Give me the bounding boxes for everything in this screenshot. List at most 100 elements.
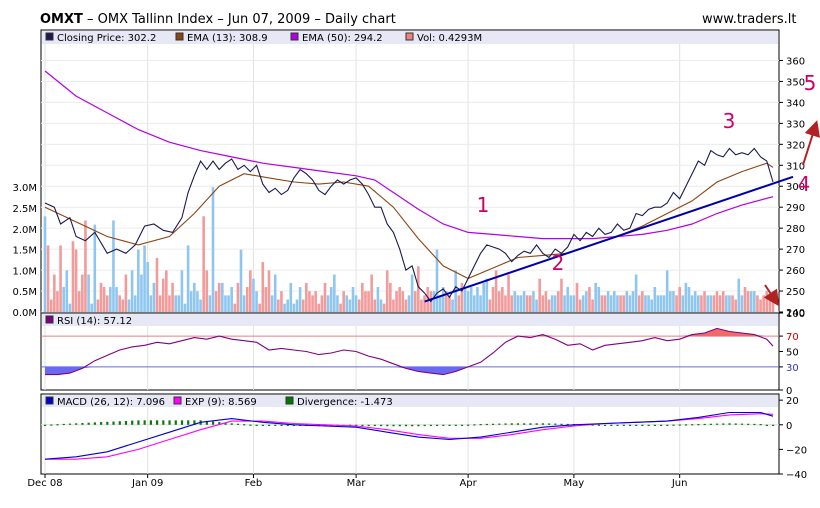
volume-bar xyxy=(158,295,162,312)
volume-bar xyxy=(473,295,476,312)
price-legend-label: EMA (13): 308.9 xyxy=(187,33,268,44)
macd-legend-bar xyxy=(42,395,778,407)
volume-bar xyxy=(56,291,59,312)
volume-bar xyxy=(743,287,747,312)
volume-bar xyxy=(659,295,663,312)
volume-bar xyxy=(65,270,69,312)
divergence-bar xyxy=(541,423,544,425)
macd-legend-label: Divergence: -1.473 xyxy=(297,397,393,408)
volume-y-tick-label: 2.5M xyxy=(12,204,37,215)
volume-bar xyxy=(731,295,734,312)
volume-bar xyxy=(578,299,582,312)
legend-swatch xyxy=(285,396,294,405)
price-y-tick-label: 320 xyxy=(786,140,805,151)
volume-bar xyxy=(124,274,128,312)
divergence-bar xyxy=(292,424,296,426)
divergence-bar xyxy=(361,424,364,426)
volume-bar xyxy=(62,287,65,312)
divergence-bar xyxy=(504,423,507,425)
volume-bar xyxy=(591,299,594,312)
volume-bar xyxy=(662,295,666,312)
volume-bar xyxy=(239,249,243,312)
volume-bar xyxy=(118,295,121,312)
x-tick-label: Jun xyxy=(671,478,688,489)
volume-bar xyxy=(522,291,526,312)
price-y-tick-label: 240 xyxy=(786,308,805,319)
divergence-bar xyxy=(156,420,159,425)
volume-bar xyxy=(725,295,728,312)
volume-bar xyxy=(497,291,501,312)
divergence-bar xyxy=(236,423,240,425)
divergence-bar xyxy=(50,424,53,426)
volume-bar xyxy=(457,295,461,312)
divergence-bar xyxy=(728,423,731,425)
wave5-arrow xyxy=(802,120,820,166)
volume-bar xyxy=(43,216,47,312)
volume-bar xyxy=(547,299,551,312)
divergence-bar xyxy=(205,420,208,425)
volume-bar xyxy=(737,278,741,312)
volume-bar xyxy=(628,295,632,312)
volume-bar xyxy=(404,299,408,312)
volume-bar xyxy=(703,291,706,312)
divergence-bar xyxy=(75,423,78,425)
divergence-bar xyxy=(355,424,358,426)
divergence-bar xyxy=(429,424,432,426)
volume-bar xyxy=(675,295,678,312)
divergence-bar xyxy=(467,424,470,426)
volume-bar xyxy=(693,291,697,312)
volume-bar xyxy=(301,299,305,312)
price-y-tick-label: 250 xyxy=(786,287,805,298)
volume-bar xyxy=(214,291,218,312)
volume-bar xyxy=(420,299,423,312)
divergence-bar xyxy=(286,424,289,426)
divergence-bar xyxy=(131,420,134,425)
volume-bar xyxy=(221,282,224,312)
divergence-bar xyxy=(411,424,414,427)
volume-bar xyxy=(308,291,311,312)
volume-bar xyxy=(351,287,355,312)
volume-bar xyxy=(364,291,367,312)
divergence-bar xyxy=(703,423,706,426)
volume-bar xyxy=(127,299,131,312)
price-y-tick-label: 330 xyxy=(786,119,805,130)
price-y-tick-label: 360 xyxy=(786,56,805,67)
volume-bar xyxy=(432,291,436,312)
volume-bar xyxy=(709,295,713,312)
wave-label-1: 1 xyxy=(477,193,490,217)
volume-bar xyxy=(460,282,464,312)
divergence-bar xyxy=(243,424,246,426)
divergence-bar xyxy=(162,420,165,425)
volume-bar xyxy=(482,282,485,312)
volume-bar xyxy=(49,299,53,312)
volume-bar xyxy=(532,291,535,312)
volume-bar xyxy=(317,303,321,312)
divergence-bar xyxy=(604,424,607,426)
divergence-bar xyxy=(529,423,532,425)
volume-bar xyxy=(519,295,523,312)
divergence-bar xyxy=(492,423,495,425)
divergence-bar xyxy=(373,424,376,426)
price-y-tick-label: 350 xyxy=(786,77,805,88)
wave-label-5: 5 xyxy=(804,71,817,95)
volume-bar xyxy=(650,299,653,312)
divergence-bar xyxy=(560,423,563,425)
divergence-bar xyxy=(423,424,426,427)
volume-bar xyxy=(637,295,641,312)
legend-swatch xyxy=(405,32,414,41)
price-panel-frame xyxy=(40,29,780,313)
divergence-bar xyxy=(174,420,177,425)
volume-bar xyxy=(199,299,202,312)
volume-bar xyxy=(81,274,84,312)
price-y-tick-label: 300 xyxy=(786,182,805,193)
price-legend-label: Vol: 0.4293M xyxy=(417,33,482,44)
macd-y-tick-label: −20 xyxy=(786,445,807,456)
volume-bar xyxy=(273,274,277,312)
divergence-bar xyxy=(106,421,109,425)
volume-bar xyxy=(606,291,610,312)
volume-bar xyxy=(494,270,498,312)
volume-y-tick-label: 1.0M xyxy=(12,266,37,277)
divergence-bar xyxy=(255,424,258,426)
divergence-bar xyxy=(660,424,663,426)
legend-swatch xyxy=(45,32,54,41)
